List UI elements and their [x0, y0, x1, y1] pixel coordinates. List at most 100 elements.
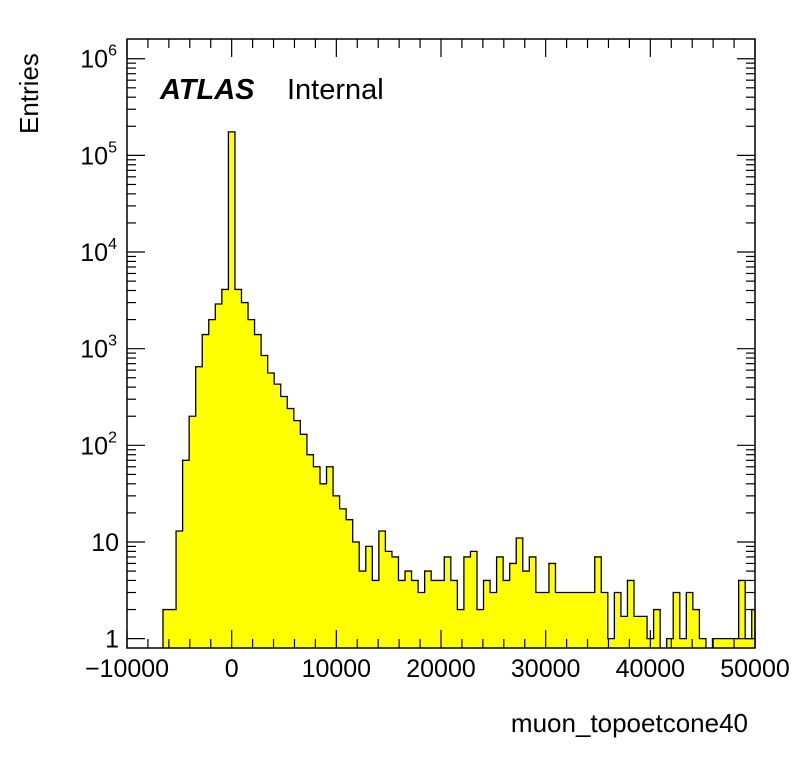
y-tick-label: 1 [105, 626, 119, 654]
histogram-bar [418, 592, 426, 648]
histogram-bar [162, 609, 170, 648]
histogram-bar [535, 592, 543, 648]
x-axis-title: muon_topoetcone40 [511, 708, 748, 738]
histogram-bar [633, 616, 641, 648]
histogram-bar [267, 373, 275, 648]
histogram-bar [562, 592, 569, 648]
histogram-bar [529, 556, 537, 648]
y-tick-label: 103 [80, 333, 117, 364]
histogram-bar [470, 551, 478, 648]
histogram-bar [732, 638, 740, 648]
histogram-bar [405, 571, 412, 648]
histogram-bar [398, 580, 406, 648]
histogram-bar [620, 616, 628, 648]
histogram-bar [581, 592, 589, 648]
histogram-bar [555, 592, 563, 648]
y-tick-label: 105 [80, 139, 117, 170]
histogram-bar [215, 303, 223, 648]
y-tick-label: 104 [80, 236, 117, 267]
histogram-bar [365, 546, 373, 648]
axis-ticks [126, 39, 756, 648]
histogram-bar [228, 131, 236, 648]
histogram-bar [483, 580, 491, 648]
histogram-bar [352, 541, 360, 648]
histogram-bar [313, 466, 321, 648]
histogram-bar [719, 638, 726, 648]
histogram-bar [385, 551, 393, 648]
histogram-bar [614, 592, 622, 648]
histogram-bar [424, 571, 432, 648]
y-tick-label: 106 [80, 43, 117, 74]
histogram-bar [208, 319, 216, 648]
histogram-bar [274, 384, 282, 648]
histogram-bar [725, 638, 733, 648]
histogram-bar [221, 289, 229, 648]
histogram-bar [490, 592, 497, 648]
internal-label: Internal [287, 74, 384, 106]
x-tick-label: 40000 [616, 655, 686, 683]
histogram-bar [319, 483, 327, 648]
histogram-bar [431, 580, 439, 648]
histogram-bar [575, 592, 583, 648]
histogram-bar [176, 530, 183, 648]
histogram-bar [476, 609, 484, 648]
histogram-bar [640, 616, 648, 648]
x-tick-label: 0 [225, 655, 239, 683]
histogram-bar [300, 434, 308, 648]
histogram-bar [248, 319, 255, 648]
histogram-bar [378, 530, 386, 648]
histogram-bar [607, 638, 615, 648]
histogram-bar [333, 495, 340, 648]
y-tick-labels: 1 10 102 103 104 105 106 [80, 43, 119, 654]
histogram-bar [359, 571, 367, 648]
histogram-bar [673, 592, 681, 648]
histogram-bar [692, 609, 700, 648]
histogram-bar [411, 580, 419, 648]
histogram-bar [254, 334, 262, 648]
x-tick-label: 30000 [511, 655, 581, 683]
histogram-bar [503, 580, 511, 648]
histogram-bar [306, 454, 314, 648]
histogram-bar [241, 302, 249, 648]
histogram-bar [666, 638, 674, 648]
histogram-bars [162, 131, 756, 648]
histogram-bar [516, 537, 524, 648]
histogram-bar [287, 408, 295, 648]
histogram-bar [189, 416, 197, 648]
histogram-bar [346, 519, 354, 648]
y-axis-title: Entries [14, 53, 44, 134]
histogram-bar [234, 289, 242, 648]
histogram-bar [686, 592, 694, 648]
histogram-bar [712, 638, 720, 648]
histogram-bar [391, 556, 399, 648]
histogram-bar [568, 592, 576, 648]
histogram-bar [653, 609, 661, 648]
x-tick-label: 20000 [406, 655, 476, 683]
histogram-bar [261, 355, 269, 648]
x-tick-label: 50000 [720, 655, 790, 683]
histogram-bar [699, 638, 707, 648]
histogram-bar [679, 638, 687, 648]
histogram-bar [372, 580, 380, 648]
histogram-bar [738, 580, 746, 648]
histogram-bar [601, 592, 609, 648]
histogram-bar [195, 366, 203, 648]
histogram-bar [751, 609, 756, 648]
histogram-bar [182, 460, 190, 648]
histogram-bar [496, 556, 504, 648]
histogram-bar [326, 466, 334, 648]
histogram-bar [202, 334, 210, 648]
x-tick-labels: −10000 0 10000 20000 30000 40000 50000 [85, 655, 790, 683]
histogram-bar [450, 580, 458, 648]
histogram-bar [627, 580, 635, 648]
plot-frame [126, 38, 756, 649]
x-tick-label: −10000 [85, 655, 169, 683]
histogram-bar [588, 592, 596, 648]
x-tick-label: 10000 [302, 655, 372, 683]
histogram-bar [509, 563, 517, 648]
histogram-bar [745, 638, 753, 648]
histogram-bar [457, 609, 465, 648]
histogram-bar [594, 556, 602, 648]
histogram-bar [280, 396, 288, 648]
